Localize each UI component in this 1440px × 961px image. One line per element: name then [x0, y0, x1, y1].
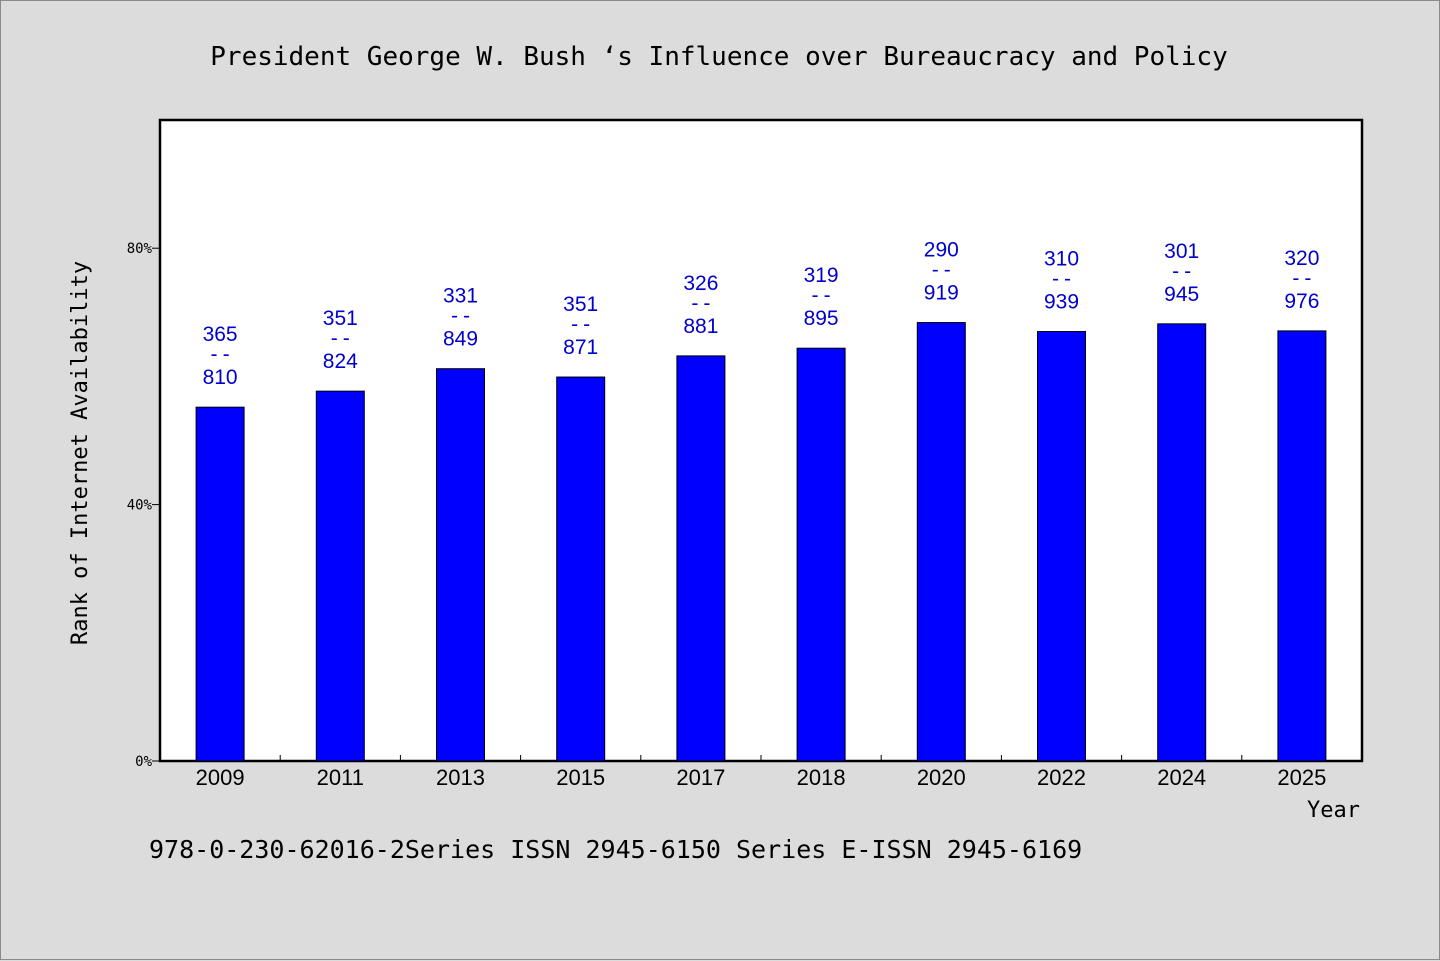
data-label-separator: --: [569, 312, 593, 336]
data-label-top: 351: [323, 307, 358, 330]
bar: [195, 406, 245, 762]
y-tick-label: 80%: [127, 241, 153, 257]
x-axis-label: Year: [1307, 798, 1360, 823]
data-labels: 365--810351--824331--849351--871326--881…: [203, 239, 1320, 390]
data-label-separator: --: [208, 342, 232, 366]
data-label-bottom: 849: [443, 328, 478, 351]
data-label-bottom: 871: [563, 336, 598, 359]
bar: [436, 368, 485, 762]
data-label-bottom: 824: [323, 350, 358, 373]
data-label-separator: --: [929, 258, 953, 282]
x-tick-label: 2024: [1157, 765, 1206, 790]
x-tick-label: 2011: [317, 765, 364, 790]
data-label-top: 365: [203, 323, 238, 346]
bar: [1277, 330, 1327, 762]
bar-data-label: 331--849: [443, 285, 478, 351]
bar: [916, 322, 966, 762]
data-label-top: 351: [563, 293, 598, 316]
bar-series: [195, 322, 1327, 762]
data-label-bottom: 939: [1044, 291, 1079, 314]
data-label-bottom: 919: [924, 282, 959, 305]
data-label-top: 301: [1164, 240, 1199, 263]
data-label-separator: --: [328, 326, 352, 350]
x-tick-label: 2018: [797, 765, 846, 790]
bar: [676, 355, 726, 762]
data-label-separator: --: [448, 304, 472, 328]
data-label-bottom: 976: [1284, 290, 1319, 313]
bar: [315, 390, 365, 762]
bar-data-label: 310--939: [1044, 248, 1079, 314]
bar: [796, 347, 846, 762]
bar-data-label: 290--919: [924, 239, 959, 305]
chart-title: President George W. Bush ‘s Influence ov…: [210, 42, 1227, 72]
x-tick-label: 2022: [1037, 765, 1086, 790]
data-label-top: 331: [443, 285, 478, 308]
isbn-caption: 978-0-230-62016-2Series ISSN 2945-6150 S…: [149, 835, 1083, 864]
bar: [1037, 331, 1086, 762]
data-label-top: 326: [683, 272, 718, 295]
data-label-top: 320: [1284, 247, 1319, 270]
data-label-bottom: 881: [683, 315, 718, 338]
x-axis: 2009 2011 2013 2015 2017 2018 2020 2022 2024 2025: [196, 755, 1326, 790]
data-label-separator: --: [1290, 266, 1314, 290]
bar: [556, 376, 606, 762]
data-label-separator: --: [1170, 259, 1194, 283]
data-label-bottom: 810: [203, 366, 238, 389]
bar-data-label: 301--945: [1164, 240, 1199, 306]
data-label-separator: --: [1049, 267, 1073, 291]
y-axis-label: Rank of Internet Availability: [68, 261, 93, 645]
data-label-separator: --: [689, 291, 713, 315]
data-label-top: 290: [924, 239, 959, 262]
x-tick-label: 2017: [676, 765, 725, 790]
data-label-bottom: 895: [804, 307, 839, 330]
bar-data-label: 351--824: [323, 307, 358, 373]
x-tick-label: 2025: [1277, 765, 1326, 790]
bar-data-label: 351--871: [563, 293, 598, 359]
bar-data-label: 320--976: [1284, 247, 1319, 313]
bar: [1157, 323, 1207, 762]
data-label-separator: --: [809, 283, 833, 307]
x-tick-label: 2009: [196, 765, 245, 790]
data-label-bottom: 945: [1164, 283, 1199, 306]
y-tick-label: 0%: [135, 754, 152, 770]
x-tick-label: 2015: [556, 765, 605, 790]
y-axis: 0% 40% 80%: [127, 241, 160, 770]
x-tick-label: 2013: [436, 765, 485, 790]
bar-data-label: 365--810: [203, 323, 238, 389]
x-tick-label: 2020: [917, 765, 966, 790]
y-tick-label: 40%: [127, 498, 153, 514]
bar-data-label: 326--881: [683, 272, 718, 338]
bar-data-label: 319--895: [804, 264, 839, 330]
data-label-top: 310: [1044, 248, 1079, 271]
data-label-top: 319: [804, 264, 839, 287]
